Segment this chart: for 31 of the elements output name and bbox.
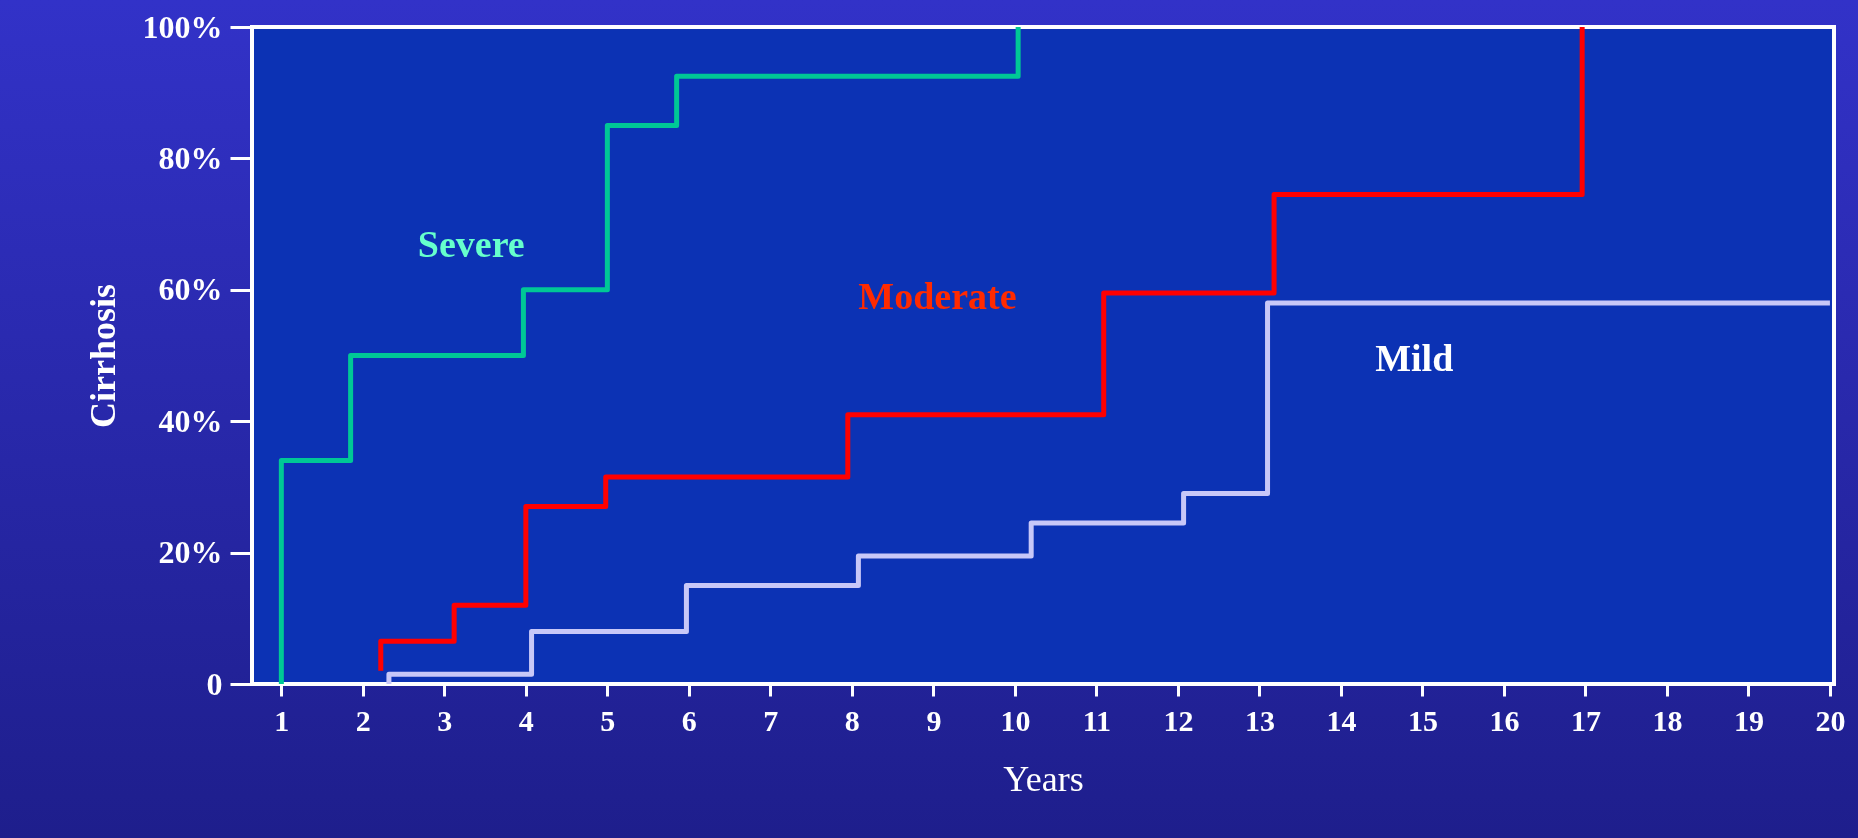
y-tick-label: 20%: [158, 534, 223, 571]
x-tick-label: 19: [1733, 703, 1764, 737]
series-label: Mild: [1375, 337, 1454, 380]
x-tick-label: 4: [518, 703, 534, 737]
y-tick-label: 80%: [158, 139, 223, 176]
x-tick-label: 13: [1244, 703, 1275, 737]
x-tick-label: 11: [1082, 703, 1112, 737]
x-tick-label: 6: [681, 703, 697, 737]
x-tick-label: 2: [355, 703, 371, 737]
x-tick-label: 3: [437, 703, 453, 737]
text: Moderate: [858, 274, 1017, 317]
series-label: Severe: [417, 223, 525, 266]
y-axis-title: Cirrhosis: [82, 284, 123, 428]
x-tick-label: 16: [1489, 703, 1520, 737]
x-tick-label: 5: [600, 703, 616, 737]
y-tick-label: 60%: [158, 271, 223, 308]
x-tick-label: 12: [1163, 703, 1194, 737]
x-tick-label: 17: [1570, 703, 1601, 737]
x-tick-label: 20: [1815, 703, 1846, 737]
y-tick-label: 100%: [142, 8, 223, 45]
x-tick-label: 18: [1652, 703, 1683, 737]
x-tick-label: 10: [1000, 703, 1031, 737]
y-tick-label: 40%: [158, 402, 223, 439]
x-tick-label: 7: [763, 703, 779, 737]
x-tick-label: 14: [1326, 703, 1357, 737]
x-tick-label: 9: [926, 703, 942, 737]
x-tick-label: 15: [1407, 703, 1438, 737]
y-tick-label: 0: [206, 665, 223, 702]
x-tick-label: 1: [274, 703, 290, 737]
x-axis-title: Years: [1003, 758, 1084, 799]
x-tick-label: 8: [844, 703, 860, 737]
